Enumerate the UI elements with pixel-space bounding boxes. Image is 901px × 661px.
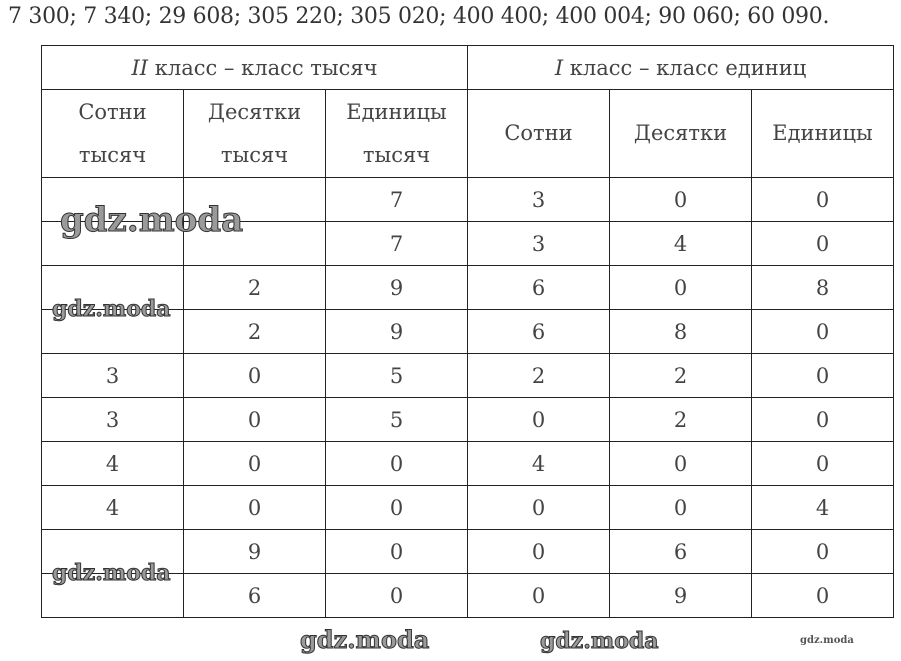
table-cell: 9 (609, 573, 753, 618)
column-header: Единицы тысяч (324, 89, 469, 178)
column-header-line: Сотни (78, 99, 147, 124)
table-cell: 6 (609, 529, 753, 574)
watermark: gdz.moda (52, 560, 172, 586)
column-header-line: Единицы (772, 121, 873, 145)
class-header-row: II класс – класс тысяч I класс – класс е… (40, 45, 895, 90)
table-cell: 0 (751, 573, 895, 618)
table-cell: 0 (751, 309, 895, 354)
watermark: gdz.moda (540, 628, 660, 654)
table-cell: 7 (324, 221, 469, 266)
table-cell: 0 (183, 441, 326, 486)
table-cell: 0 (751, 177, 895, 222)
table-cell: 6 (467, 265, 611, 310)
table-cell: 4 (41, 441, 184, 486)
table-cell: 9 (183, 529, 326, 574)
column-header-line: Единицы (346, 99, 447, 124)
table-cell: 0 (751, 441, 895, 486)
column-header-line: тысяч (78, 142, 147, 167)
table-cell: 0 (324, 529, 469, 574)
table-cell: 5 (324, 353, 469, 398)
place-value-table: II класс – класс тысяч I класс – класс е… (40, 45, 895, 618)
table-cell: 4 (41, 485, 184, 530)
column-header-line: тысяч (362, 142, 431, 167)
table-cell: 0 (183, 397, 326, 442)
table-cell: 2 (467, 353, 611, 398)
table-cell: 0 (751, 397, 895, 442)
table-cell: 9 (324, 265, 469, 310)
table-cell: 8 (609, 309, 753, 354)
table-cell: 0 (609, 441, 753, 486)
class-thousands-header: II класс – класс тысяч (40, 45, 469, 90)
table-cell: 0 (751, 353, 895, 398)
table-cell: 0 (609, 485, 753, 530)
table-cell: 0 (609, 177, 753, 222)
table-cell: 0 (324, 441, 469, 486)
roman-numeral: II (131, 55, 149, 80)
table-cell: 2 (183, 265, 326, 310)
roman-numeral: I (554, 55, 564, 80)
column-header-line: Десятки (633, 121, 728, 145)
table-cell (41, 265, 184, 310)
table-cell (41, 573, 184, 618)
table-cell: 3 (467, 177, 611, 222)
table-cell: 6 (467, 309, 611, 354)
table-cell: 6 (183, 573, 326, 618)
watermark: gdz.moda (299, 625, 430, 654)
table-cell: 2 (609, 397, 753, 442)
column-header-line: Десятки (207, 99, 302, 124)
column-header-row: Сотни тысяч Десятки тысяч Единицы тысяч Сотни Д… (41, 89, 895, 178)
column-header: Единицы (751, 89, 895, 178)
table-cell: 0 (467, 529, 611, 574)
column-header: Десятки тысяч (183, 89, 326, 178)
column-header-line: тысяч (220, 142, 289, 167)
class-label: класс – класс тысяч (148, 55, 378, 80)
watermark: gdz.moda (59, 200, 244, 240)
table-cell: 0 (467, 573, 611, 618)
class-label: класс – класс единиц (563, 55, 807, 80)
watermark: gdz.moda (800, 635, 854, 646)
watermark: gdz.moda (52, 296, 172, 322)
class-units-header: I класс – класс единиц (467, 45, 895, 90)
column-header: Сотни (467, 89, 611, 178)
table-cell: 9 (324, 309, 469, 354)
table-cell: 0 (467, 397, 611, 442)
table-cell: 2 (183, 309, 326, 354)
table-cell: 3 (41, 353, 184, 398)
table-cell: 0 (324, 573, 469, 618)
table-cell: 4 (467, 441, 611, 486)
table-cell: 5 (324, 397, 469, 442)
table-cell: 2 (609, 353, 753, 398)
table-cell: 8 (751, 265, 895, 310)
table-cell: 0 (751, 529, 895, 574)
table-cell: 0 (751, 221, 895, 266)
numbers-line: 7 300; 7 340; 29 608; 305 220; 305 020; … (8, 4, 830, 29)
column-header: Десятки (609, 89, 753, 178)
table-cell: 4 (751, 485, 895, 530)
table-cell: 0 (183, 353, 326, 398)
table-cell: 0 (609, 265, 753, 310)
table-cell: 0 (324, 485, 469, 530)
table-cell: 0 (183, 485, 326, 530)
table-cell: 7 (324, 177, 469, 222)
table-cell: 3 (41, 397, 184, 442)
table-cell: 4 (609, 221, 753, 266)
column-header-line: Сотни (504, 121, 573, 145)
table-cell: 0 (467, 485, 611, 530)
column-header: Сотни тысяч (41, 89, 184, 178)
table-cell: 3 (467, 221, 611, 266)
